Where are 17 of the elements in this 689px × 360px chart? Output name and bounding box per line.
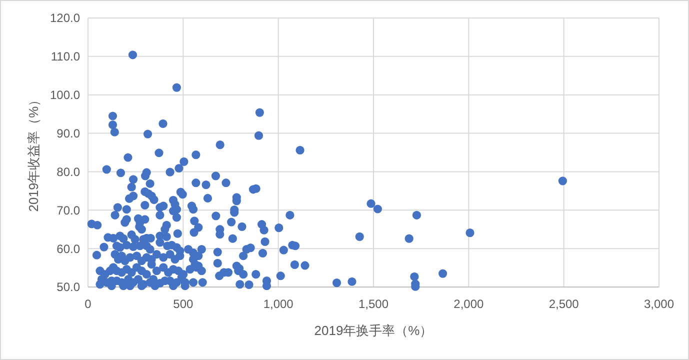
y-axis-title: 2019年收益率（%） (26, 93, 41, 212)
x-tick-label: 500 (173, 297, 194, 311)
x-tick-label: 0 (84, 297, 92, 311)
x-axis-title: 2019年换手率（%） (314, 323, 433, 338)
x-tick-label: 2,000 (454, 297, 484, 311)
y-tick-label: 70.0 (56, 203, 80, 218)
x-tick-label: 3,000 (644, 297, 674, 311)
y-tick-label: 110.0 (50, 50, 80, 64)
y-tick-label: 50.0 (56, 280, 80, 294)
y-tick-label: 100.0 (50, 88, 80, 102)
y-tick-label: 120.0 (50, 11, 80, 26)
y-tick-label: 60.0 (56, 242, 80, 256)
x-tick-label: 2,500 (548, 297, 580, 311)
y-tick-label: 80.0 (56, 164, 80, 179)
x-tick-label: 1,000 (263, 297, 294, 311)
y-tick-label: 90.0 (56, 126, 80, 140)
x-tick-label: 1,500 (358, 297, 389, 311)
